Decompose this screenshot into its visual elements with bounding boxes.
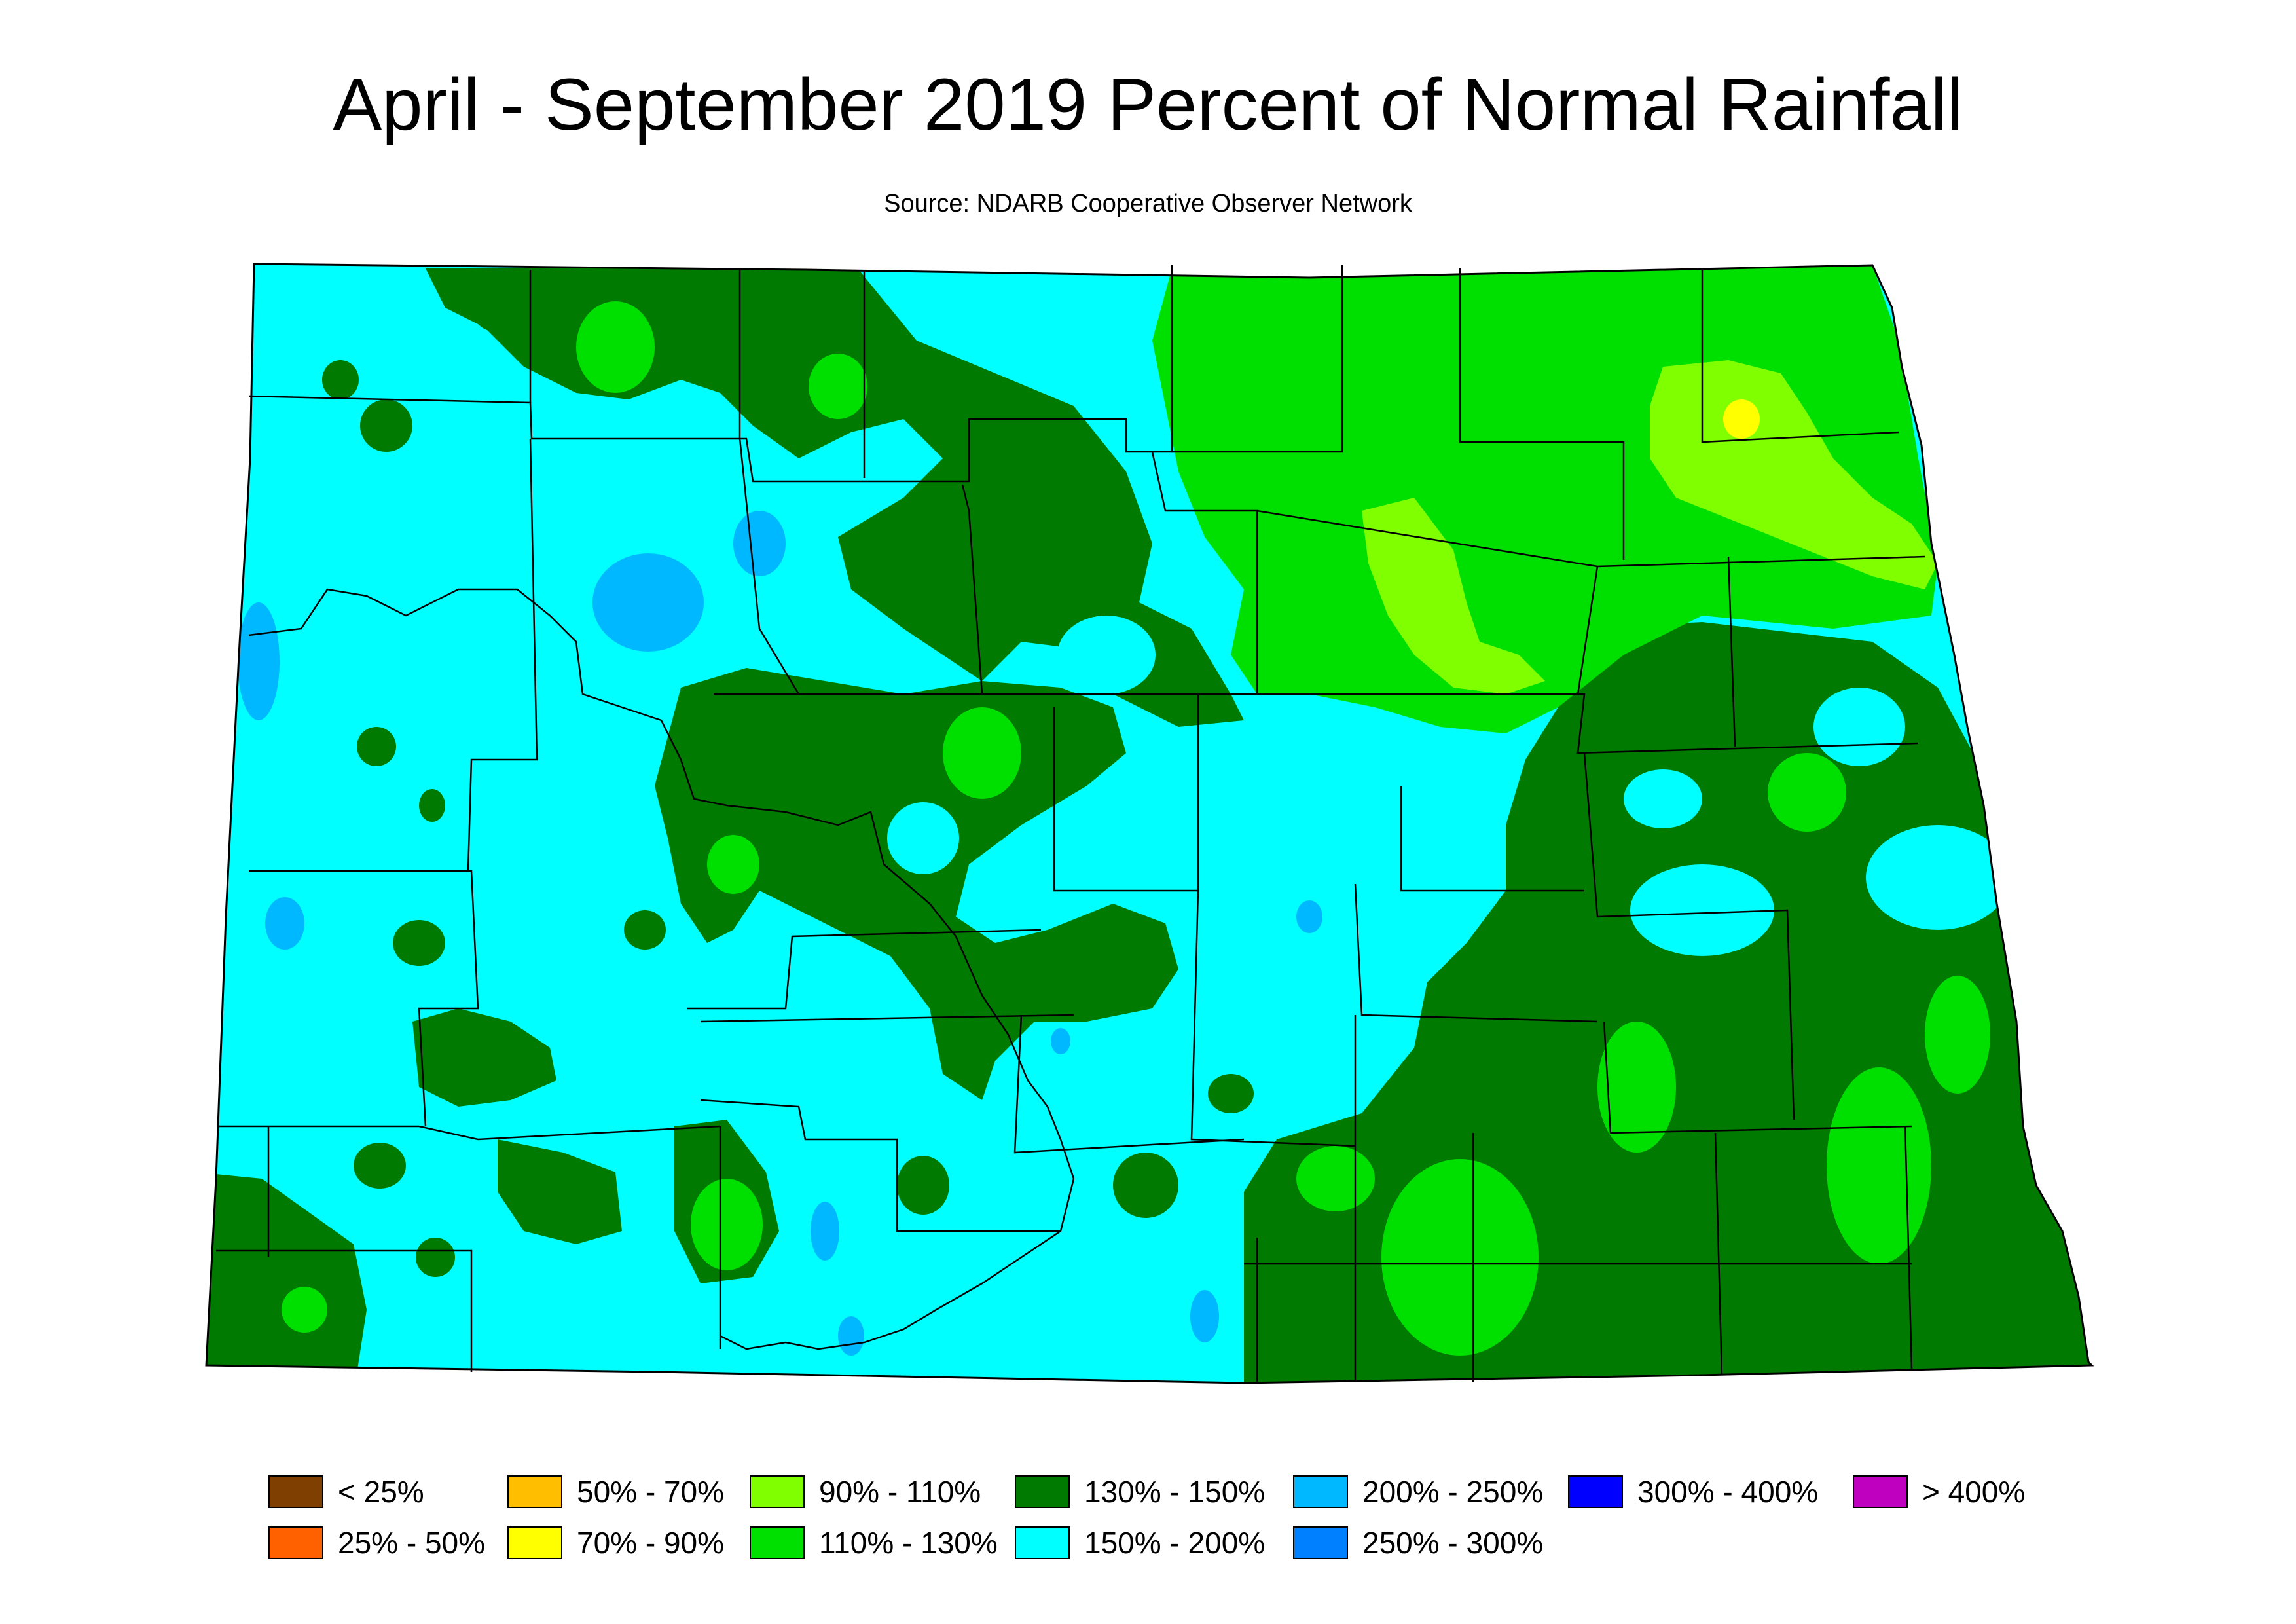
legend-label: 110% - 130% bbox=[819, 1526, 998, 1560]
zone-200-250-patch-1 bbox=[592, 553, 704, 652]
zone-200-250-patch-9 bbox=[1296, 900, 1322, 933]
zone-110-130-central-patch-2 bbox=[707, 835, 759, 894]
legend-item: < 25% bbox=[268, 1472, 424, 1511]
legend-item: 25% - 50% bbox=[268, 1523, 485, 1562]
zone-130-150-southwest bbox=[206, 1172, 367, 1383]
zone-130-150-sw-patch bbox=[412, 1008, 556, 1107]
zone-150-200-island-2 bbox=[887, 802, 959, 874]
zone-130-150-blob-6 bbox=[357, 727, 396, 766]
zone-110-130-sw-patch bbox=[282, 1287, 327, 1333]
legend-swatch bbox=[1015, 1526, 1070, 1559]
zone-110-130-southeast bbox=[1381, 1159, 1539, 1356]
zone-130-150-blob-7 bbox=[419, 789, 445, 822]
zone-130-150-blob-10 bbox=[1208, 1074, 1254, 1113]
legend-item: > 400% bbox=[1853, 1472, 2025, 1511]
legend-item: 150% - 200% bbox=[1015, 1523, 1265, 1562]
legend-swatch bbox=[1568, 1475, 1623, 1508]
legend-label: 50% - 70% bbox=[577, 1475, 725, 1509]
zone-110-130-north-patch bbox=[809, 354, 867, 419]
state-outline bbox=[205, 263, 2094, 1384]
river-line bbox=[248, 588, 1075, 1350]
zone-130-150-blob-4 bbox=[393, 920, 445, 966]
zone-110-130-central-patch bbox=[943, 707, 1021, 799]
legend-swatch bbox=[507, 1526, 562, 1559]
zone-130-150-blob-5 bbox=[624, 910, 666, 950]
zone-200-250-patch-8 bbox=[1051, 1028, 1070, 1054]
legend-label: 70% - 90% bbox=[577, 1526, 725, 1560]
zone-130-150-blob-1 bbox=[471, 282, 517, 331]
legend-label: 250% - 300% bbox=[1362, 1526, 1544, 1560]
zone-90-110-northeast bbox=[1650, 360, 1938, 589]
zone-90-110-north-patch bbox=[1362, 498, 1545, 694]
zone-200-250-patch-7 bbox=[838, 1316, 864, 1356]
map-subtitle: Source: NDARB Cooperative Observer Netwo… bbox=[884, 190, 1412, 217]
legend-swatch bbox=[1293, 1526, 1348, 1559]
zone-110-130-east-patch-2 bbox=[1827, 1067, 1931, 1264]
zone-150-200-island-5 bbox=[1630, 864, 1774, 956]
legend-swatch bbox=[268, 1526, 323, 1559]
legend-swatch bbox=[750, 1526, 805, 1559]
zone-200-250-patch-3 bbox=[238, 602, 280, 720]
legend-label: 150% - 200% bbox=[1084, 1526, 1266, 1560]
legend-label: 90% - 110% bbox=[819, 1475, 981, 1509]
zone-200-250-patch-2 bbox=[733, 511, 786, 576]
rainfall-zones bbox=[206, 264, 2092, 1383]
zone-150-200-island-6 bbox=[1624, 769, 1702, 828]
legend-swatch bbox=[507, 1475, 562, 1508]
zone-150-200-island-4 bbox=[1866, 825, 2010, 930]
zone-150-200-island-1 bbox=[1057, 616, 1156, 694]
zone-130-150-blob-8 bbox=[897, 1156, 949, 1215]
zone-110-130-nw-patch bbox=[576, 301, 655, 393]
zone-150-200-island-3 bbox=[1813, 688, 1905, 766]
zone-130-150-blob-12 bbox=[354, 1143, 406, 1189]
legend-swatch bbox=[1015, 1475, 1070, 1508]
legend-item: 130% - 150% bbox=[1015, 1472, 1265, 1511]
zone-70-90-spot bbox=[1723, 399, 1760, 439]
legend-label: 130% - 150% bbox=[1084, 1475, 1266, 1509]
legend-item: 50% - 70% bbox=[507, 1472, 724, 1511]
zone-130-150-blob-11 bbox=[416, 1238, 455, 1277]
zone-200-250-patch-6 bbox=[1190, 1290, 1219, 1342]
legend-label: < 25% bbox=[338, 1475, 424, 1509]
legend-item: 70% - 90% bbox=[507, 1523, 724, 1562]
legend-item: 90% - 110% bbox=[750, 1472, 981, 1511]
legend-item: 200% - 250% bbox=[1293, 1472, 1543, 1511]
legend-item: 300% - 400% bbox=[1568, 1472, 1818, 1511]
legend-label: > 400% bbox=[1922, 1475, 2026, 1509]
zone-130-150-blob-3 bbox=[322, 360, 359, 399]
zone-130-150-central bbox=[655, 668, 1178, 1100]
zone-200-250-patch-5 bbox=[811, 1202, 839, 1261]
legend-item: 250% - 300% bbox=[1293, 1523, 1543, 1562]
zone-130-150-blob-2 bbox=[360, 399, 412, 452]
zone-110-130-east-patch bbox=[1597, 1022, 1676, 1153]
legend-label: 300% - 400% bbox=[1637, 1475, 1819, 1509]
legend-label: 200% - 250% bbox=[1362, 1475, 1544, 1509]
legend-swatch bbox=[1293, 1475, 1348, 1508]
zone-110-130-east-edge bbox=[1925, 976, 1990, 1094]
zone-110-130-south-patch bbox=[691, 1179, 763, 1270]
legend-swatch bbox=[1853, 1475, 1908, 1508]
map-title: April - September 2019 Percent of Normal… bbox=[333, 64, 1963, 145]
legend-swatch bbox=[750, 1475, 805, 1508]
legend-item: 110% - 130% bbox=[750, 1523, 998, 1562]
zone-110-130-east-patch-3 bbox=[1768, 753, 1846, 832]
zone-110-130-se-patch bbox=[1296, 1146, 1375, 1211]
legend-swatch bbox=[268, 1475, 323, 1508]
zone-130-150-blob-9 bbox=[1113, 1153, 1178, 1218]
county-boundaries bbox=[216, 265, 1925, 1383]
zone-130-150-sw-patch-2 bbox=[498, 1139, 622, 1244]
zone-200-250-patch-4 bbox=[265, 897, 304, 950]
legend-label: 25% - 50% bbox=[338, 1526, 486, 1560]
